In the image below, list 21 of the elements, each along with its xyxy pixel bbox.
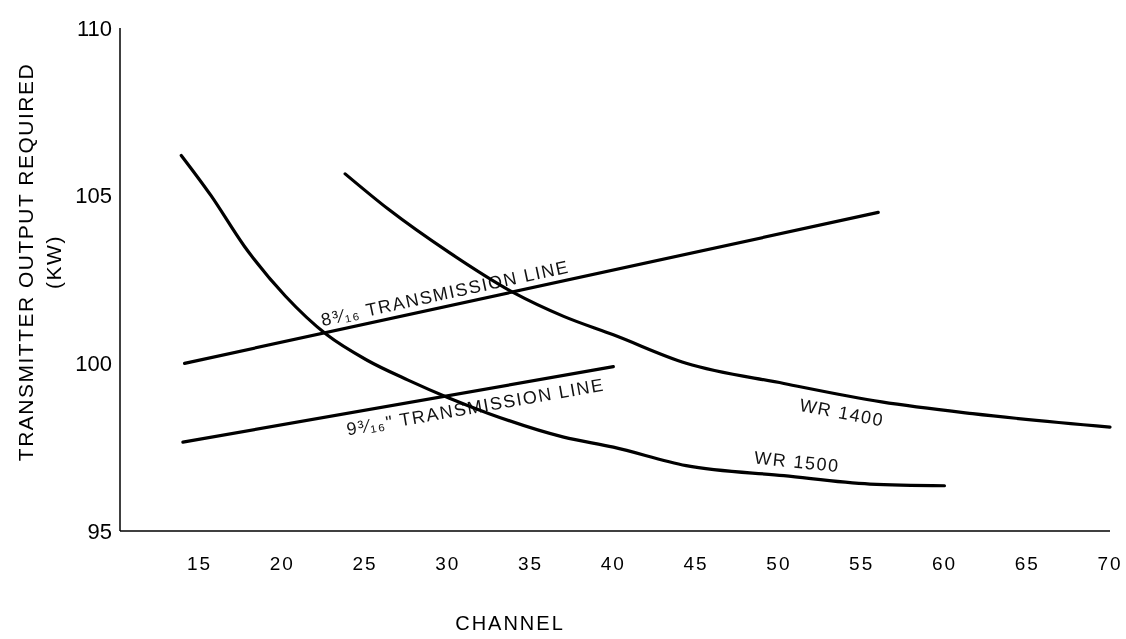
x-tick-label: 25 xyxy=(352,553,378,574)
text: WR 1400 xyxy=(797,394,886,431)
x-tick-label: 15 xyxy=(186,553,213,574)
y-axis-title: TRANSMITTER OUTPUT REQUIRED (KW) xyxy=(14,62,65,462)
x-tick-label: 45 xyxy=(683,553,709,574)
x-tick-label: 70 xyxy=(1097,553,1123,574)
x-tick-label: 50 xyxy=(766,553,792,574)
text: WR 1500 xyxy=(753,447,841,477)
x-tick-label: 60 xyxy=(931,553,958,574)
y-tick-label: 100 xyxy=(75,351,112,377)
x-tick-label: 40 xyxy=(600,553,626,574)
x-tick-label: 30 xyxy=(435,553,461,574)
x-tick-label: 20 xyxy=(269,553,295,574)
x-axis-title: CHANNEL xyxy=(455,612,565,634)
y-tick-label: 95 xyxy=(87,518,112,544)
line-series xyxy=(179,153,947,488)
y-tick-label: 105 xyxy=(75,183,112,209)
x-tick-label: 65 xyxy=(1014,553,1040,574)
x-tick-label: 35 xyxy=(518,553,544,574)
y-tick-label: 110 xyxy=(76,15,112,41)
x-tick-label: 55 xyxy=(849,553,875,574)
